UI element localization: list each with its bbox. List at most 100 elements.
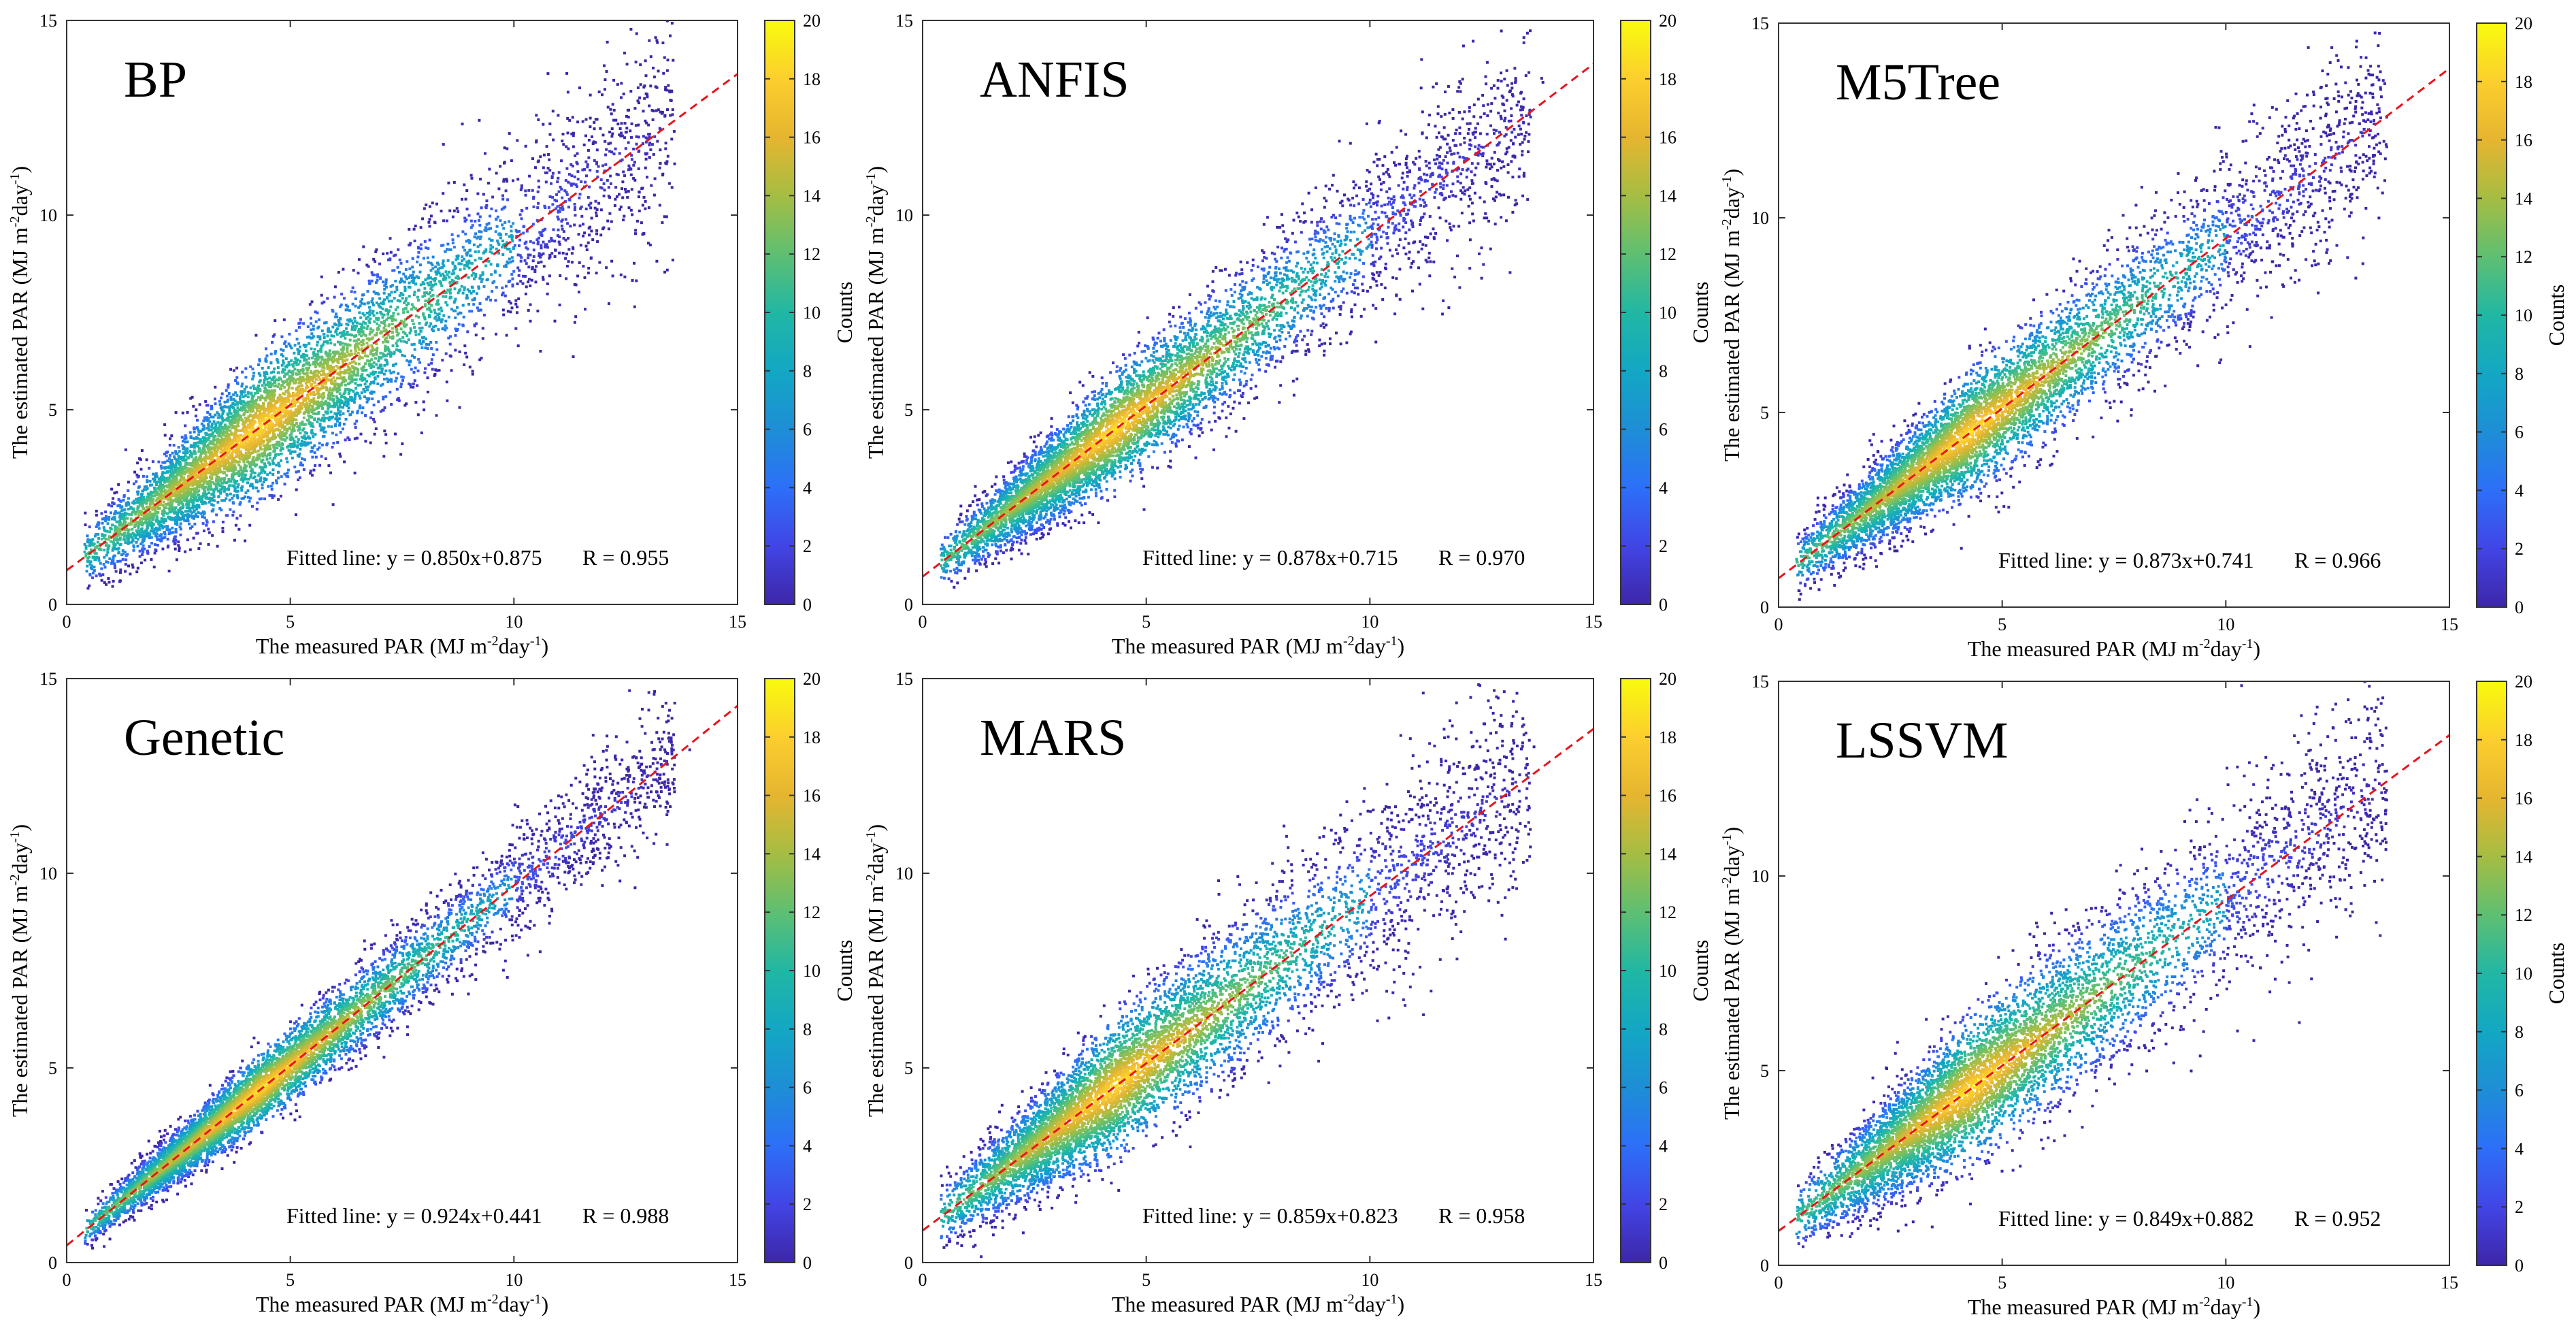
scatter-point	[645, 121, 648, 125]
scatter-point	[269, 371, 273, 374]
scatter-point	[361, 297, 363, 301]
scatter-point	[357, 384, 359, 387]
scatter-point	[352, 378, 356, 381]
scatter-point	[587, 156, 591, 159]
scatter-point	[399, 261, 403, 265]
scatter-point	[450, 233, 454, 236]
scatter-point	[445, 326, 448, 329]
scatter-point	[222, 410, 225, 413]
scatter-point	[214, 413, 217, 417]
scatter-point	[352, 389, 355, 393]
scatter-point	[310, 424, 313, 427]
scatter-point	[90, 564, 93, 568]
scatter-point	[478, 223, 482, 227]
scatter-point	[396, 265, 399, 269]
scatter-point	[220, 508, 223, 512]
scatter-point	[198, 498, 201, 502]
scatter-point	[421, 217, 425, 221]
scatter-point	[88, 541, 92, 545]
scatter-point	[630, 154, 633, 157]
scatter-point	[382, 313, 386, 316]
scatter-point	[306, 371, 309, 374]
scatter-point	[193, 446, 196, 449]
scatter-point	[138, 534, 142, 537]
scatter-point	[444, 270, 448, 274]
scatter-point	[497, 241, 500, 244]
scatter-point	[595, 272, 598, 275]
scatter-point	[251, 377, 254, 380]
scatter-point	[501, 308, 505, 312]
scatter-point	[201, 451, 205, 454]
scatter-point	[463, 216, 467, 220]
scatter-point	[448, 295, 452, 299]
scatter-point	[352, 339, 356, 342]
scatter-point	[86, 564, 89, 568]
scatter-point	[655, 39, 659, 42]
scatter-point	[367, 385, 370, 389]
scatter-point	[427, 313, 431, 316]
scatter-point	[431, 278, 435, 281]
scatter-point	[672, 130, 676, 133]
scatter-point	[118, 543, 122, 547]
scatter-point	[188, 510, 192, 513]
scatter-point	[455, 255, 459, 258]
scatter-point	[442, 314, 446, 317]
scatter-point	[527, 189, 531, 192]
scatter-point	[484, 229, 488, 232]
scatter-point	[477, 309, 480, 312]
scatter-point	[628, 166, 631, 169]
scatter-point	[401, 376, 405, 379]
scatter-point	[127, 489, 130, 492]
scatter-point	[176, 458, 180, 461]
scatter-point	[298, 360, 301, 363]
scatter-point	[478, 243, 482, 246]
scatter-point	[431, 285, 434, 288]
scatter-point	[330, 359, 333, 362]
scatter-point	[612, 152, 616, 156]
scatter-point	[457, 312, 460, 316]
scatter-point	[181, 515, 184, 518]
scatter-point	[386, 252, 389, 255]
scatter-point	[558, 235, 561, 238]
scatter-point	[263, 396, 267, 400]
scatter-point	[441, 359, 444, 362]
scatter-point	[318, 422, 322, 425]
scatter-point	[353, 291, 357, 294]
scatter-point	[565, 145, 568, 148]
scatter-point	[122, 552, 125, 555]
scatter-point	[321, 343, 325, 346]
scatter-point	[282, 361, 285, 365]
scatter-point	[463, 183, 466, 186]
scatter-point	[178, 450, 181, 453]
scatter-point	[652, 152, 655, 156]
scatter-point	[193, 449, 196, 453]
scatter-point	[401, 353, 404, 357]
scatter-point	[136, 493, 139, 496]
scatter-point	[446, 289, 450, 292]
scatter-point	[494, 299, 497, 302]
scatter-point	[382, 335, 385, 338]
scatter-point	[263, 462, 266, 466]
scatter-point	[297, 429, 300, 432]
scatter-point	[506, 147, 509, 150]
scatter-point	[226, 428, 229, 432]
scatter-point	[119, 532, 122, 536]
scatter-point	[207, 451, 210, 454]
scatter-point	[435, 348, 439, 351]
scatter-point	[148, 536, 151, 540]
scatter-point	[489, 214, 492, 218]
scatter-point	[441, 272, 444, 276]
scatter-point	[359, 404, 362, 408]
scatter-point	[373, 376, 376, 379]
scatter-point	[346, 348, 349, 352]
scatter-point	[600, 186, 604, 190]
scatter-point	[547, 153, 550, 156]
scatter-point	[658, 204, 661, 207]
scatter-point	[293, 440, 296, 442]
scatter-point	[388, 378, 391, 382]
scatter-point	[511, 283, 514, 287]
scatter-point	[594, 118, 597, 121]
scatter-point	[407, 338, 410, 342]
scatter-point	[156, 487, 159, 490]
scatter-point	[190, 506, 193, 510]
